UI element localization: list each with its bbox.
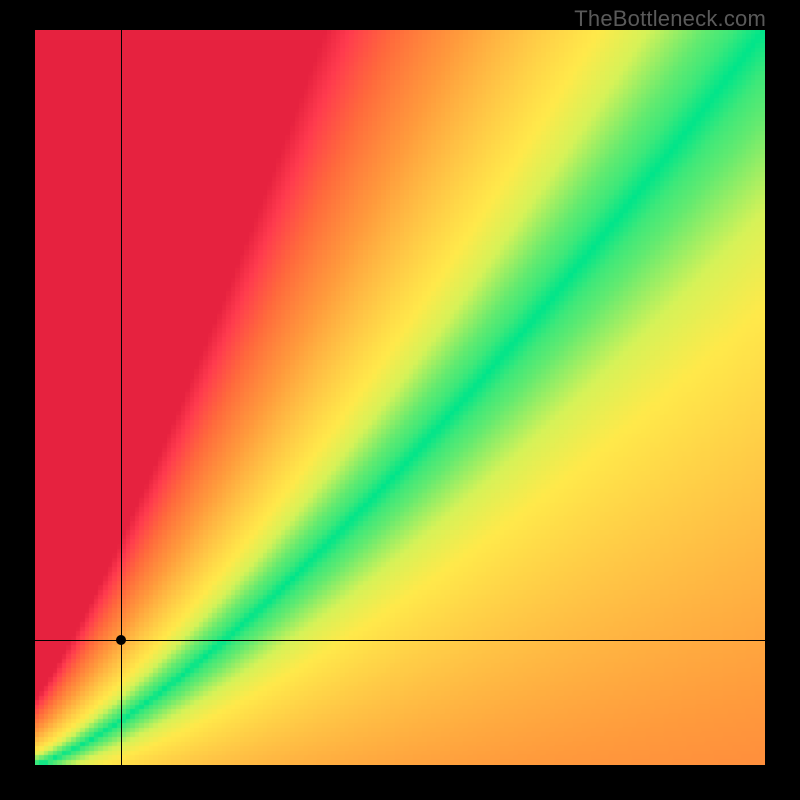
chart-container: TheBottleneck.com: [0, 0, 800, 800]
heatmap-canvas: [35, 30, 765, 765]
crosshair-marker-dot: [116, 635, 126, 645]
watermark-text: TheBottleneck.com: [574, 6, 766, 32]
crosshair-vertical-line: [121, 30, 122, 765]
crosshair-horizontal-line: [35, 640, 765, 641]
